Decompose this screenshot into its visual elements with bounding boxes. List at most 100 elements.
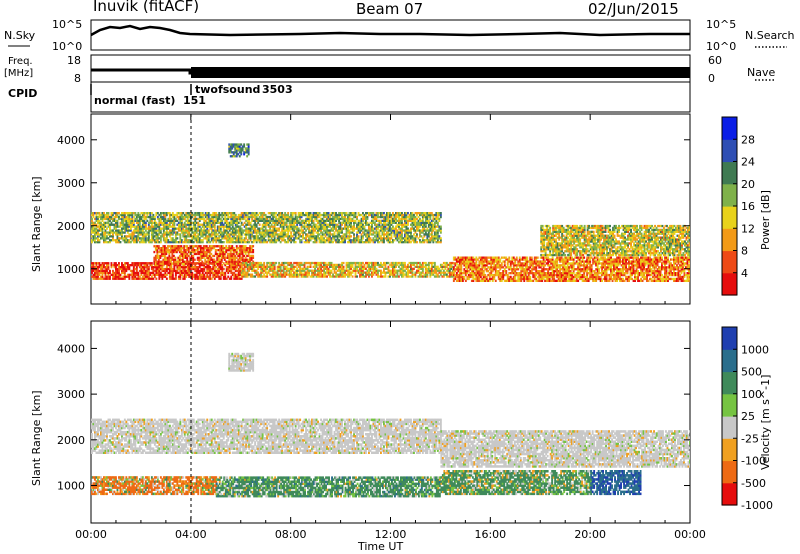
power-echo-cell-1	[234, 237, 237, 240]
nave-series	[191, 67, 690, 78]
power-echo-cell-3	[333, 275, 336, 278]
power-echo-cell-3	[427, 269, 430, 272]
power-echo-cell-0	[215, 269, 218, 273]
power-echo-cell-1	[150, 237, 153, 240]
power-echo-cell-1	[424, 212, 427, 215]
power-echo-cell-1	[135, 225, 138, 228]
power-echo-cell-1	[245, 223, 248, 226]
power-echo-cell-1	[390, 217, 393, 221]
power-echo-cell-1	[224, 237, 227, 240]
power-echo-cell-1	[104, 229, 107, 232]
power-echo-cell-1	[191, 212, 194, 215]
power-echo-cell-1	[436, 223, 439, 226]
power-echo-cell-1	[405, 241, 408, 244]
power-echo-cell-1	[436, 237, 439, 240]
power-echo-cell-2	[211, 260, 214, 263]
power-echo-cell-2	[202, 254, 205, 258]
power-echo-cell-0	[159, 264, 162, 267]
power-echo-cell-1	[212, 225, 215, 228]
power-echo-cell-1	[146, 227, 149, 230]
power-echo-cell-1	[285, 225, 288, 228]
power-echo-cell-2	[241, 250, 244, 254]
power-echo-cell-1	[134, 231, 137, 234]
power-echo-cell-1	[173, 213, 176, 217]
power-echo-cell-1	[366, 235, 369, 238]
power-echo-cell-2	[183, 260, 186, 263]
power-echo-cell-2	[240, 252, 243, 256]
power-echo-cell-3	[293, 275, 296, 278]
power-echo-cell-1	[378, 219, 381, 222]
power-echo-cell-0	[135, 266, 138, 269]
power-echo-cell-1	[176, 215, 179, 219]
power-echo-cell-1	[321, 237, 324, 240]
power-echo-cell-1	[227, 215, 230, 219]
power-echo-cell-1	[150, 229, 153, 232]
power-echo-cell-2	[235, 250, 238, 254]
power-echo-cell-0	[118, 264, 120, 267]
power-echo-cell-1	[439, 239, 442, 242]
power-echo-cell-1	[109, 223, 111, 226]
power-echo-cell-1	[383, 212, 385, 215]
power-echo-cell-3	[410, 267, 412, 270]
power-echo-cell-3	[308, 271, 310, 274]
power-echo-cell-3	[430, 263, 433, 267]
power-echo-cell-0	[98, 269, 101, 273]
power-echo-cell-1	[98, 241, 101, 244]
power-echo-cell-1	[228, 215, 231, 219]
power-echo-cell-1	[398, 215, 400, 219]
power-echo-cell-1	[123, 219, 126, 222]
power-echo-cell-1	[395, 212, 397, 215]
power-echo-cell-3	[356, 261, 358, 265]
power-echo-cell-1	[158, 231, 161, 234]
power-echo-cell-1	[405, 221, 408, 224]
power-echo-cell-1	[290, 237, 293, 240]
power-echo-cell-2	[217, 258, 220, 261]
power-echo-cell-1	[206, 237, 209, 240]
power-echo-cell-1	[270, 225, 273, 228]
power-echo-cell-1	[236, 237, 239, 240]
power-echo-cell-3	[341, 261, 343, 265]
power-echo-cell-1	[288, 223, 291, 226]
power-echo-cell-0	[212, 266, 215, 269]
power-echo-cell-1	[267, 219, 270, 222]
power-echo-cell-2	[175, 249, 178, 252]
power-echo-cell-1	[144, 235, 147, 238]
power-echo-cell-1	[150, 219, 153, 222]
power-echo-cell-3	[312, 261, 315, 265]
power-echo-cell-1	[393, 235, 396, 238]
power-echo-cell-0	[115, 269, 117, 273]
power-echo-cell-3	[438, 275, 441, 278]
power-echo-cell-3	[299, 273, 302, 276]
power-echo-cell-0	[236, 269, 239, 273]
power-echo-cell-1	[174, 217, 177, 221]
power-echo-cell-1	[426, 219, 429, 222]
power-echo-cell-1	[106, 217, 108, 221]
power-echo-cell-0	[141, 266, 144, 269]
power-echo-cell-1	[326, 212, 328, 215]
power-echo-cell-1	[188, 241, 191, 244]
power-echo-cell-1	[234, 233, 237, 236]
power-echo-cell-3	[390, 271, 393, 274]
power-echo-cell-3	[427, 265, 430, 268]
power-echo-cell-1	[416, 229, 418, 232]
power-echo-cell-0	[240, 275, 243, 278]
power-echo-cell-2	[183, 247, 186, 250]
power-echo-cell-1	[309, 225, 312, 228]
power-echo-cell-2	[169, 249, 172, 252]
power-echo-cell-1	[308, 219, 310, 222]
power-echo-cell-1	[439, 213, 442, 217]
power-echo-cell-0	[95, 277, 98, 280]
power-echo-cell-1	[206, 217, 209, 221]
power-echo-cell-1	[306, 233, 309, 236]
power-echo-cell-3	[299, 263, 302, 267]
power-echo-cell-2	[186, 249, 189, 252]
power-echo-cell-1	[243, 221, 246, 224]
power-echo-cell-3	[387, 267, 390, 270]
power-echo-cell-1	[288, 235, 291, 238]
power-echo-cell-3	[297, 263, 300, 267]
power-echo-cell-2	[159, 249, 162, 252]
power-echo-cell-3	[276, 269, 279, 272]
power-echo-cell-1	[123, 229, 126, 232]
power-echo-cell-3	[272, 263, 275, 267]
power-echo-cell-3	[272, 267, 275, 270]
